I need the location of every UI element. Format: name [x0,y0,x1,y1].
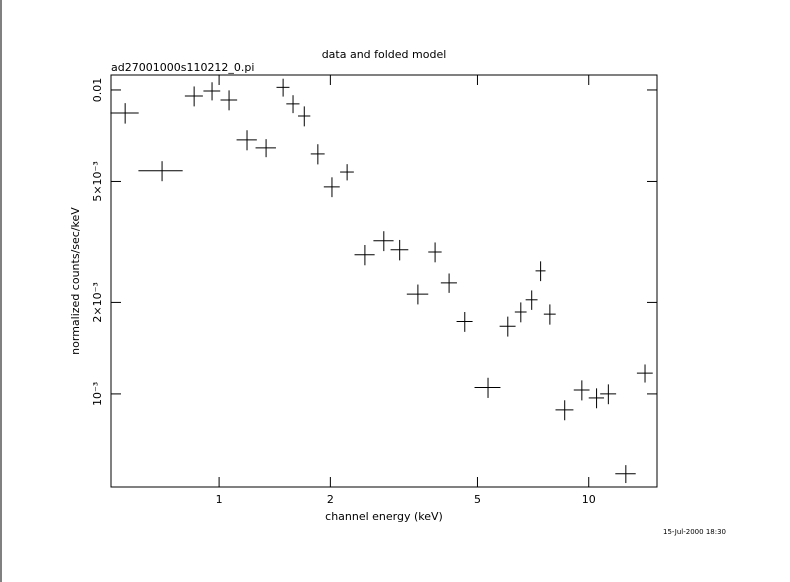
x-tick-label: 2 [327,493,334,506]
y-axis-label: normalized counts/sec/keV [69,207,82,355]
y-tick-label: 2×10⁻³ [91,282,104,322]
x-tick-label: 10 [582,493,596,506]
chart-subtitle: ad27001000s110212_0.pi [111,61,254,74]
x-axis-label: channel energy (keV) [325,510,443,523]
x-tick-label: 1 [216,493,223,506]
y-tick-label: 5×10⁻³ [91,161,104,201]
y-tick-label: 10⁻³ [91,382,104,406]
plot-frame [110,74,658,488]
chart-title: data and folded model [322,48,447,61]
y-tick-label: 0.01 [91,78,104,103]
x-tick-label: 5 [474,493,481,506]
timestamp: 15-Jul-2000 18:30 [663,528,726,536]
